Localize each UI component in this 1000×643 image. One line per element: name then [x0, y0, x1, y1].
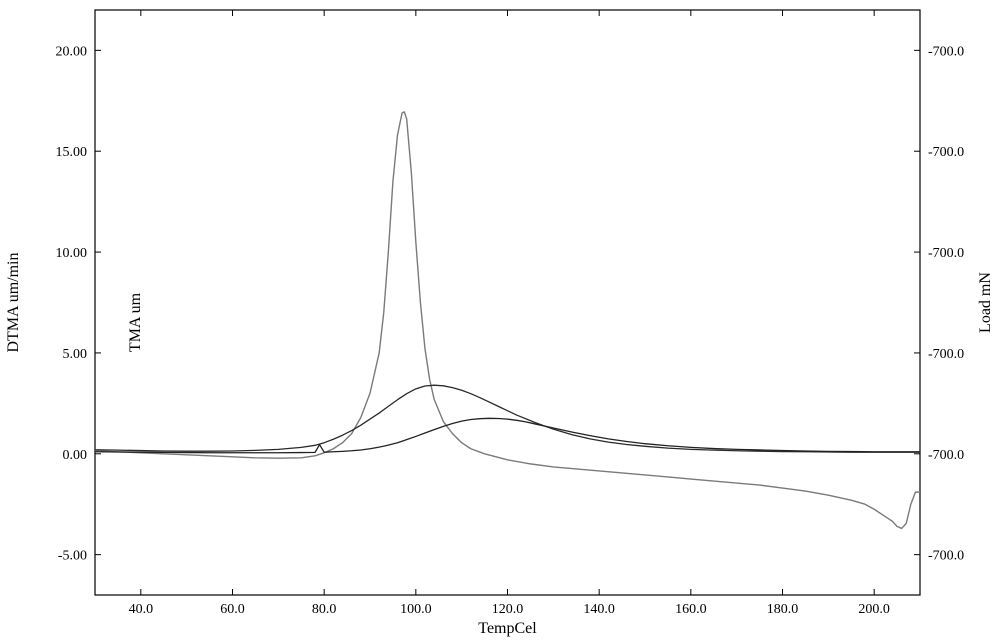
y-left-tick-label: 0.00: [63, 448, 88, 463]
y-left-tick-label: 10.00: [56, 246, 88, 261]
y-right-tick-label: -700.0: [928, 246, 964, 261]
y-left-tick-label: 5.00: [63, 347, 88, 362]
x-tick-label: 100.0: [400, 602, 432, 617]
x-tick-label: 180.0: [767, 602, 799, 617]
series-broad-black-2: [95, 418, 920, 452]
y-right-tick-label: -700.0: [928, 145, 964, 160]
y-right-tick-label: -700.0: [928, 347, 964, 362]
y-right-tick-label: -700.0: [928, 549, 964, 564]
y-left-axis-label: DTMA um/min: [5, 252, 22, 352]
x-tick-label: 40.0: [129, 602, 154, 617]
x-tick-label: 200.0: [858, 602, 890, 617]
x-axis-label: TempCel: [478, 620, 537, 637]
y-right-tick-label: -700.0: [928, 448, 964, 463]
plot-border: [95, 10, 920, 595]
y-mid-axis-label: TMA um: [127, 292, 144, 352]
y-left-tick-label: -5.00: [58, 549, 87, 564]
series-group: [95, 112, 920, 529]
y-left-tick-label: 15.00: [56, 145, 88, 160]
x-tick-label: 120.0: [492, 602, 524, 617]
x-tick-label: 80.0: [312, 602, 337, 617]
chart-container: 40.0 60.0 80.0 100.0 120.0 140.0 160.0 180.0 200…: [0, 0, 1000, 643]
y-right-axis-label: Load mN: [977, 272, 994, 333]
chart-svg: 40.0 60.0 80.0 100.0 120.0 140.0 160.0 180.0 200…: [0, 0, 1000, 643]
x-tick-label: 140.0: [583, 602, 615, 617]
x-tick-label: 60.0: [220, 602, 245, 617]
x-tick-label: 160.0: [675, 602, 707, 617]
y-left-tick-label: 20.00: [56, 44, 88, 59]
series-peak-gray: [95, 112, 920, 529]
y-right-tick-label: -700.0: [928, 44, 964, 59]
